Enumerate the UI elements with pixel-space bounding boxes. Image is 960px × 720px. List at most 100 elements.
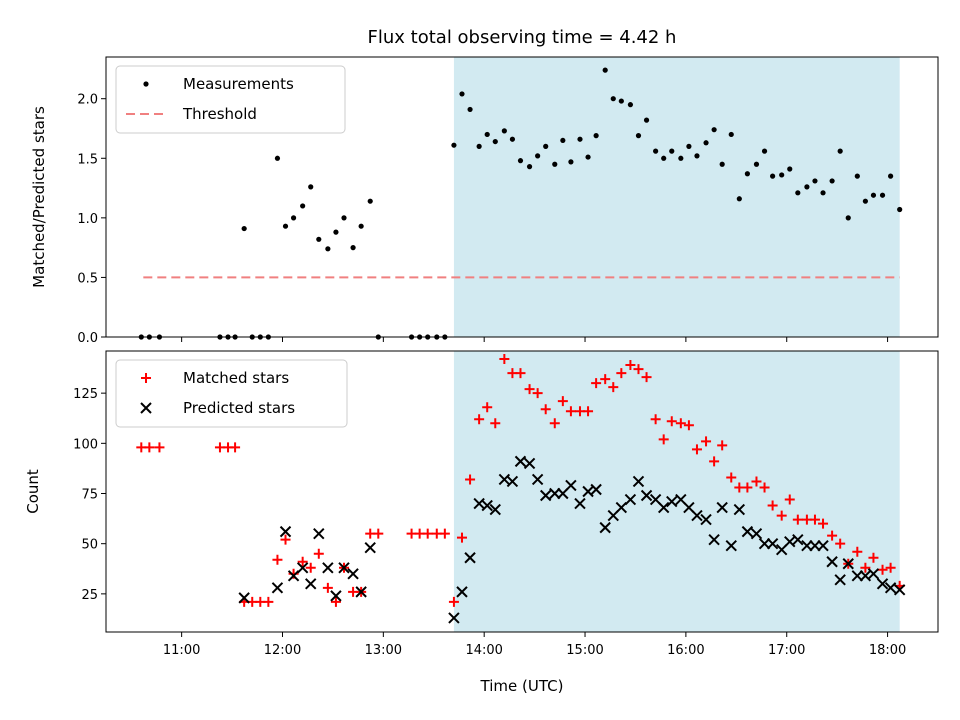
- matched-star-point: [784, 494, 795, 505]
- predicted-star-point: [876, 578, 889, 590]
- y-tick-label: 50: [81, 538, 98, 553]
- predicted-star-point: [574, 497, 586, 510]
- matched-star-point: [322, 582, 333, 593]
- predicted-star-point: [481, 499, 493, 512]
- predicted-star-point: [279, 525, 292, 538]
- matched-star-point: [641, 372, 652, 383]
- y-tick-label: 25: [81, 588, 98, 603]
- measurement-point: [593, 133, 599, 139]
- measurement-point: [627, 102, 634, 108]
- measurement-point: [333, 229, 339, 235]
- predicted-star-point: [498, 473, 511, 486]
- predicted-star-point: [565, 479, 577, 492]
- x-tick-label: 17:00: [768, 643, 805, 658]
- matched-star-point: [860, 562, 871, 573]
- matched-star-point: [691, 444, 702, 455]
- predicted-star-point: [489, 503, 501, 516]
- measurement-point: [888, 173, 894, 179]
- predicted-star-point: [539, 489, 552, 502]
- matched-star-point: [751, 476, 762, 487]
- measurement-point: [290, 215, 297, 221]
- predicted-star-point: [700, 513, 712, 526]
- predicted-star-point: [313, 527, 325, 540]
- matched-star-point: [422, 528, 433, 539]
- measurement-point: [653, 148, 659, 154]
- predicted-star-point: [826, 556, 838, 568]
- measurement-point: [761, 148, 768, 154]
- matched-star-point: [792, 514, 803, 525]
- matched-star-point: [305, 562, 316, 573]
- measurement-point: [837, 148, 843, 154]
- predicted-star-point: [867, 568, 880, 580]
- predicted-star-point: [640, 489, 653, 502]
- predicted-star-point: [784, 535, 796, 548]
- measurement-point: [719, 161, 725, 167]
- predicted-star-point: [817, 539, 829, 552]
- x-tick-label: 16:00: [667, 643, 704, 658]
- measurement-point: [795, 190, 801, 196]
- measurement-point: [526, 164, 533, 170]
- matched-star-point: [717, 440, 728, 451]
- measurement-point: [476, 143, 482, 149]
- measurement-point: [669, 148, 675, 154]
- predicted-star-point: [615, 501, 628, 514]
- matched-star-point: [272, 554, 283, 565]
- measurement-point: [274, 155, 281, 161]
- predicted-star-point: [599, 521, 611, 534]
- measurement-point: [635, 133, 642, 139]
- chart-title: Flux total observing time = 4.42 h: [368, 27, 677, 48]
- matched-star-point: [650, 414, 661, 425]
- predicted-star-point: [271, 582, 284, 594]
- matched-star-point: [835, 538, 846, 549]
- measurement-point: [770, 173, 776, 179]
- x-tick-label: 12:00: [264, 643, 301, 658]
- measurement-point: [585, 154, 591, 160]
- measurement-point: [618, 98, 624, 104]
- predicted-star-point: [296, 562, 309, 574]
- predicted-star-point: [338, 562, 350, 574]
- predicted-star-point: [691, 509, 703, 522]
- matched-star-point: [565, 406, 576, 417]
- x-axis-label: Time (UTC): [480, 677, 564, 695]
- measurement-point: [829, 178, 835, 184]
- legend: Measurements Threshold: [115, 65, 346, 134]
- matched-star-point: [868, 552, 879, 563]
- measurement-point: [358, 223, 364, 229]
- predicted-star-point: [305, 578, 317, 590]
- matched-star-point: [827, 530, 838, 541]
- y-tick-label: 0.0: [77, 331, 98, 346]
- measurement-point: [560, 137, 566, 144]
- matched-star-point: [154, 442, 165, 453]
- predicted-star-point: [523, 457, 536, 470]
- matched-star-point: [885, 562, 896, 573]
- predicted-star-point: [364, 541, 376, 554]
- measurement-point: [854, 173, 860, 179]
- measurement-point: [643, 117, 650, 123]
- ratio-panel: 0.0 0.5 1.0 1.5 2.0 Matched/Predicted stars Me…: [30, 56, 939, 346]
- predicted-star-point: [792, 533, 804, 546]
- measurement-point: [661, 155, 667, 161]
- measurement-point: [308, 184, 314, 190]
- matched-star-point: [701, 436, 712, 447]
- count-panel: 25 50 75 100 125 11:00 12:00 13:00 14:00 15:00 16:…: [24, 350, 939, 658]
- measurement-point: [282, 223, 289, 229]
- x-tick-label: 11:00: [163, 643, 200, 658]
- predicted-star-point: [456, 586, 468, 598]
- matched-star-point: [633, 364, 644, 375]
- matched-star-point: [709, 456, 720, 467]
- matched-star-point: [524, 384, 535, 395]
- y-tick-label: 75: [81, 488, 98, 503]
- y-tick-label: 2.0: [77, 93, 98, 108]
- predicted-star-point: [708, 533, 720, 546]
- matched-star-point: [515, 368, 526, 379]
- y-tick-label: 1.5: [77, 152, 98, 167]
- measurement-point: [535, 153, 541, 159]
- matched-star-point: [583, 406, 594, 417]
- predicted-star-point: [448, 612, 460, 624]
- x-tick-label: 18:00: [869, 643, 906, 658]
- legend: Matched stars Predicted stars: [115, 359, 348, 428]
- measurement-point: [703, 140, 709, 146]
- matched-star-point: [666, 416, 677, 427]
- matched-star-point: [490, 418, 501, 429]
